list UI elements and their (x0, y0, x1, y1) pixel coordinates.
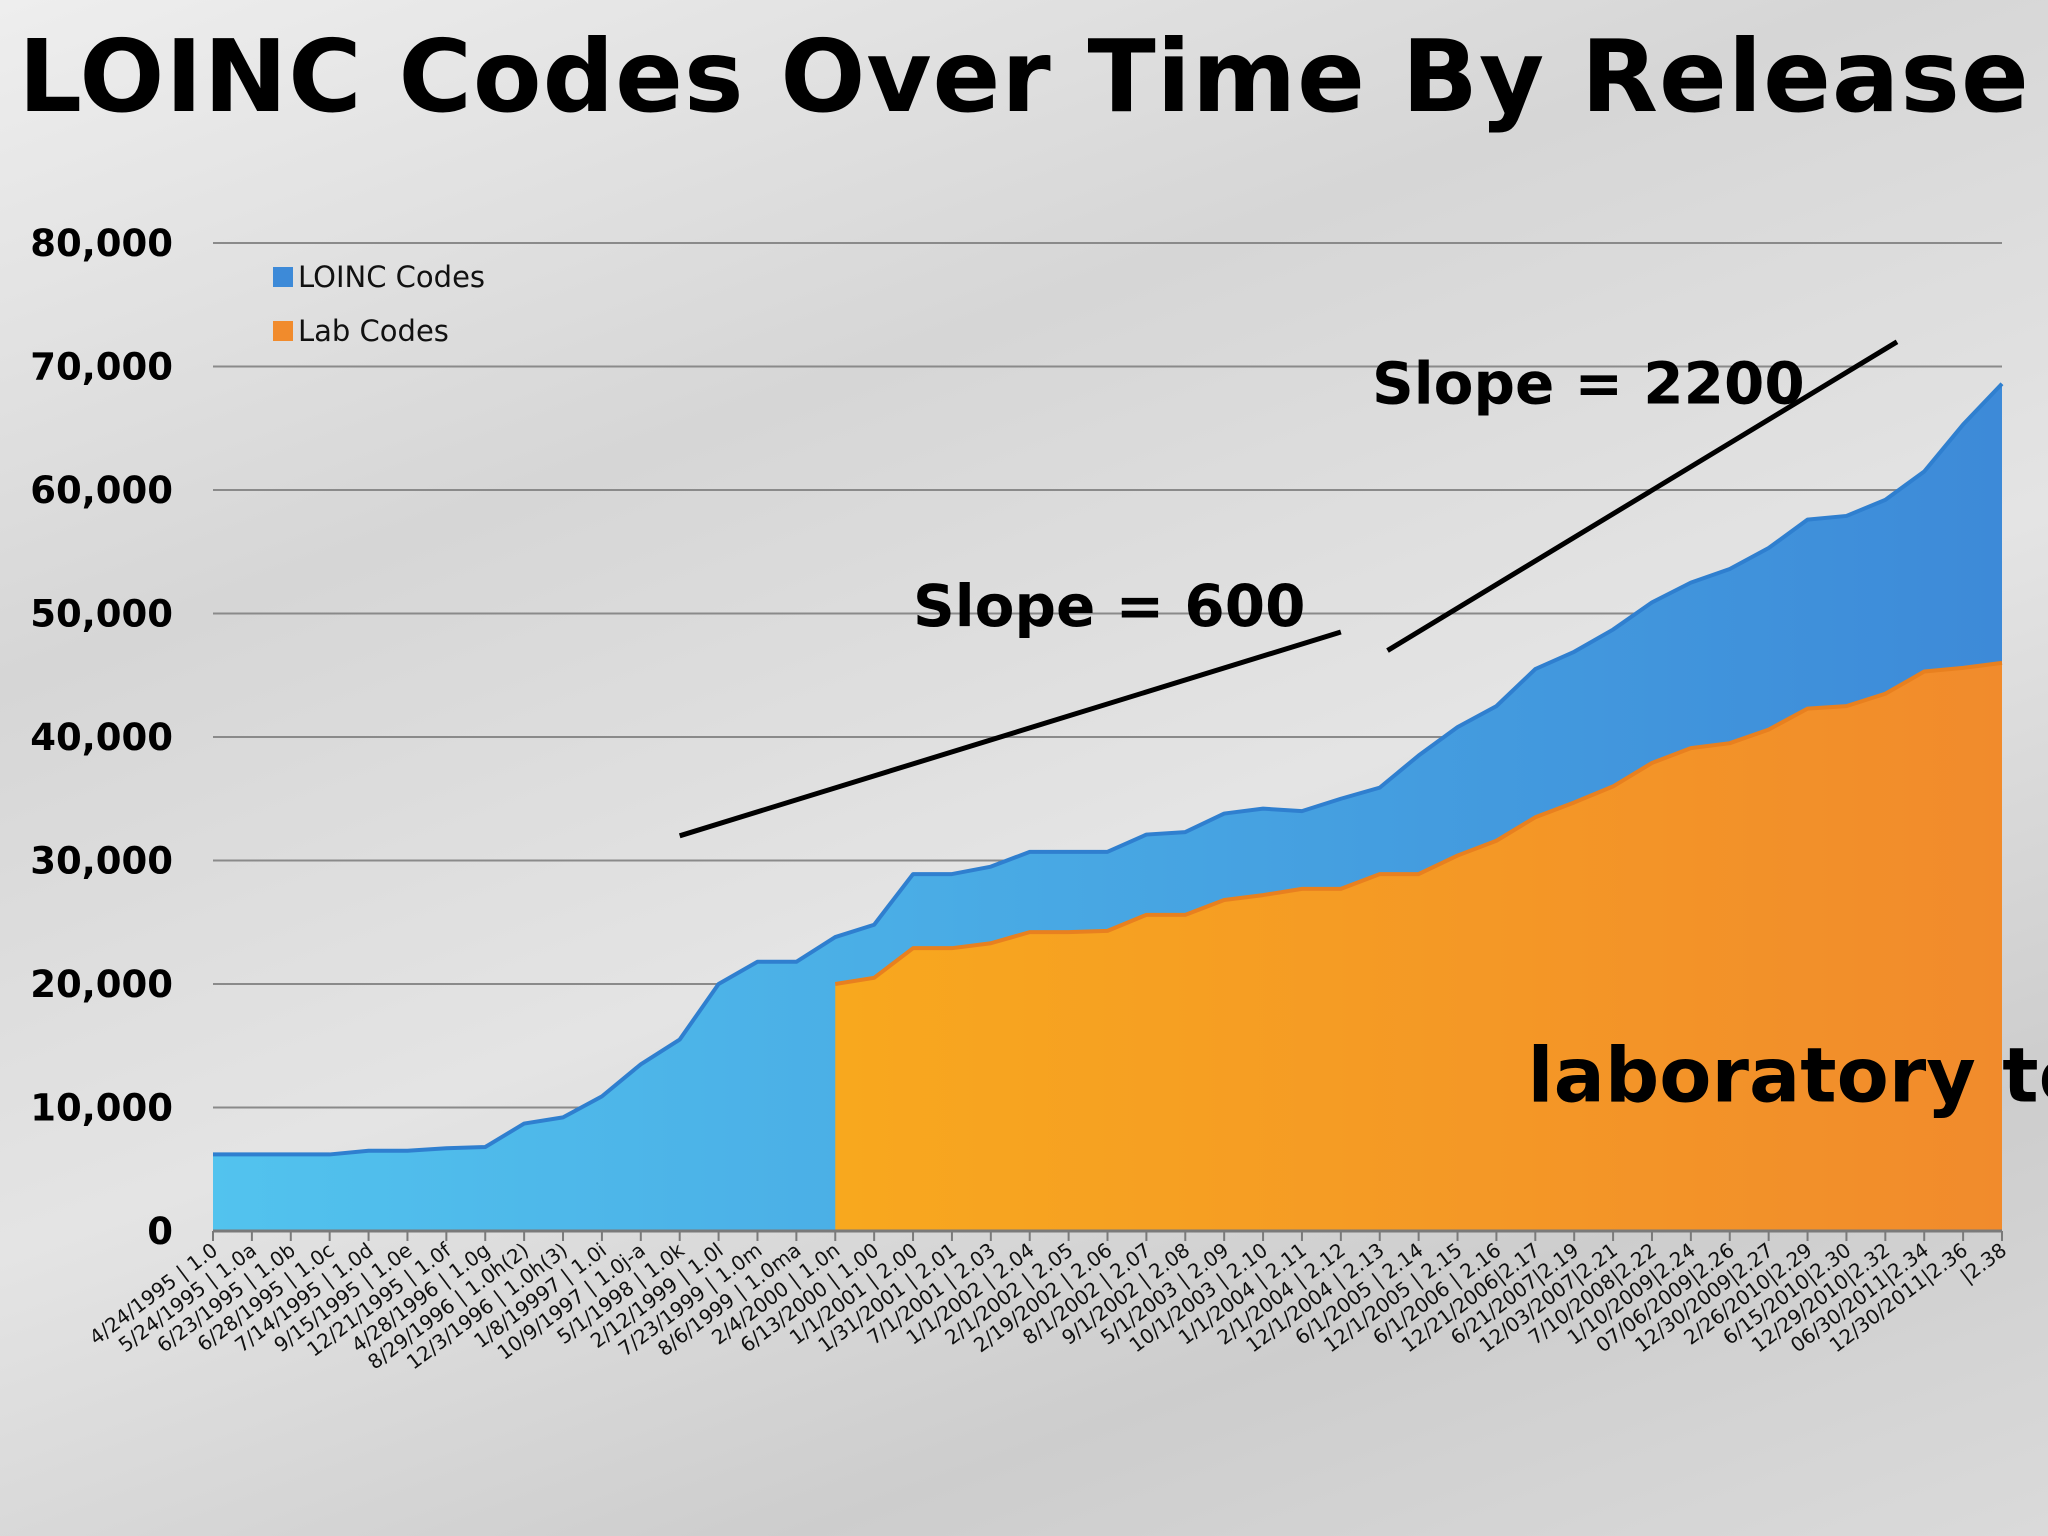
series-line-lab-codes (834, 660, 2003, 986)
legend-swatch-lab-codes (273, 321, 293, 341)
legend-swatch-loinc-codes (273, 267, 293, 287)
slope-line (678, 629, 1342, 839)
series-area-lab-codes (835, 662, 2002, 1231)
series-areas (213, 382, 2004, 1231)
y-tick-label: 60,000 (30, 469, 173, 512)
y-tick-label: 30,000 (30, 840, 173, 883)
y-tick-label: 70,000 (30, 346, 173, 389)
y-tick-label: 40,000 (30, 716, 173, 759)
y-tick-label: 0 (147, 1210, 173, 1253)
legend-label-loinc-codes: LOINC Codes (298, 260, 485, 294)
y-tick-label: 10,000 (30, 1087, 173, 1130)
slope-line (1386, 339, 1899, 653)
y-tick-label: 50,000 (30, 593, 173, 636)
x-axis-ticks: 4/24/1995 | 1.05/24/1995 | 1.0a6/23/1995… (85, 1237, 2011, 1374)
legend-label-lab-codes: Lab Codes (298, 314, 449, 348)
y-tick-label: 20,000 (30, 963, 173, 1006)
x-tick-label: |2.38 (1956, 1238, 2011, 1288)
y-tick-label: 80,000 (30, 222, 173, 265)
legend: LOINC Codes Lab Codes (273, 260, 485, 348)
series-line-loinc-codes (213, 382, 2004, 1157)
axes (212, 1229, 2003, 1241)
annotations: Slope = 600 Slope = 2200 laboratory terms … (678, 339, 2048, 1119)
chart-title: LOINC Codes Over Time By Release (18, 18, 2030, 135)
y-axis-ticks: 0 10,000 20,000 30,000 40,000 50,000 60,000 70,… (30, 222, 173, 1253)
annotation-laboratory-terms: laboratory terms only (1528, 1030, 2048, 1119)
annotation-slope-label: Slope = 600 (913, 572, 1305, 640)
annotation-slope-label: Slope = 2200 (1372, 350, 1805, 418)
